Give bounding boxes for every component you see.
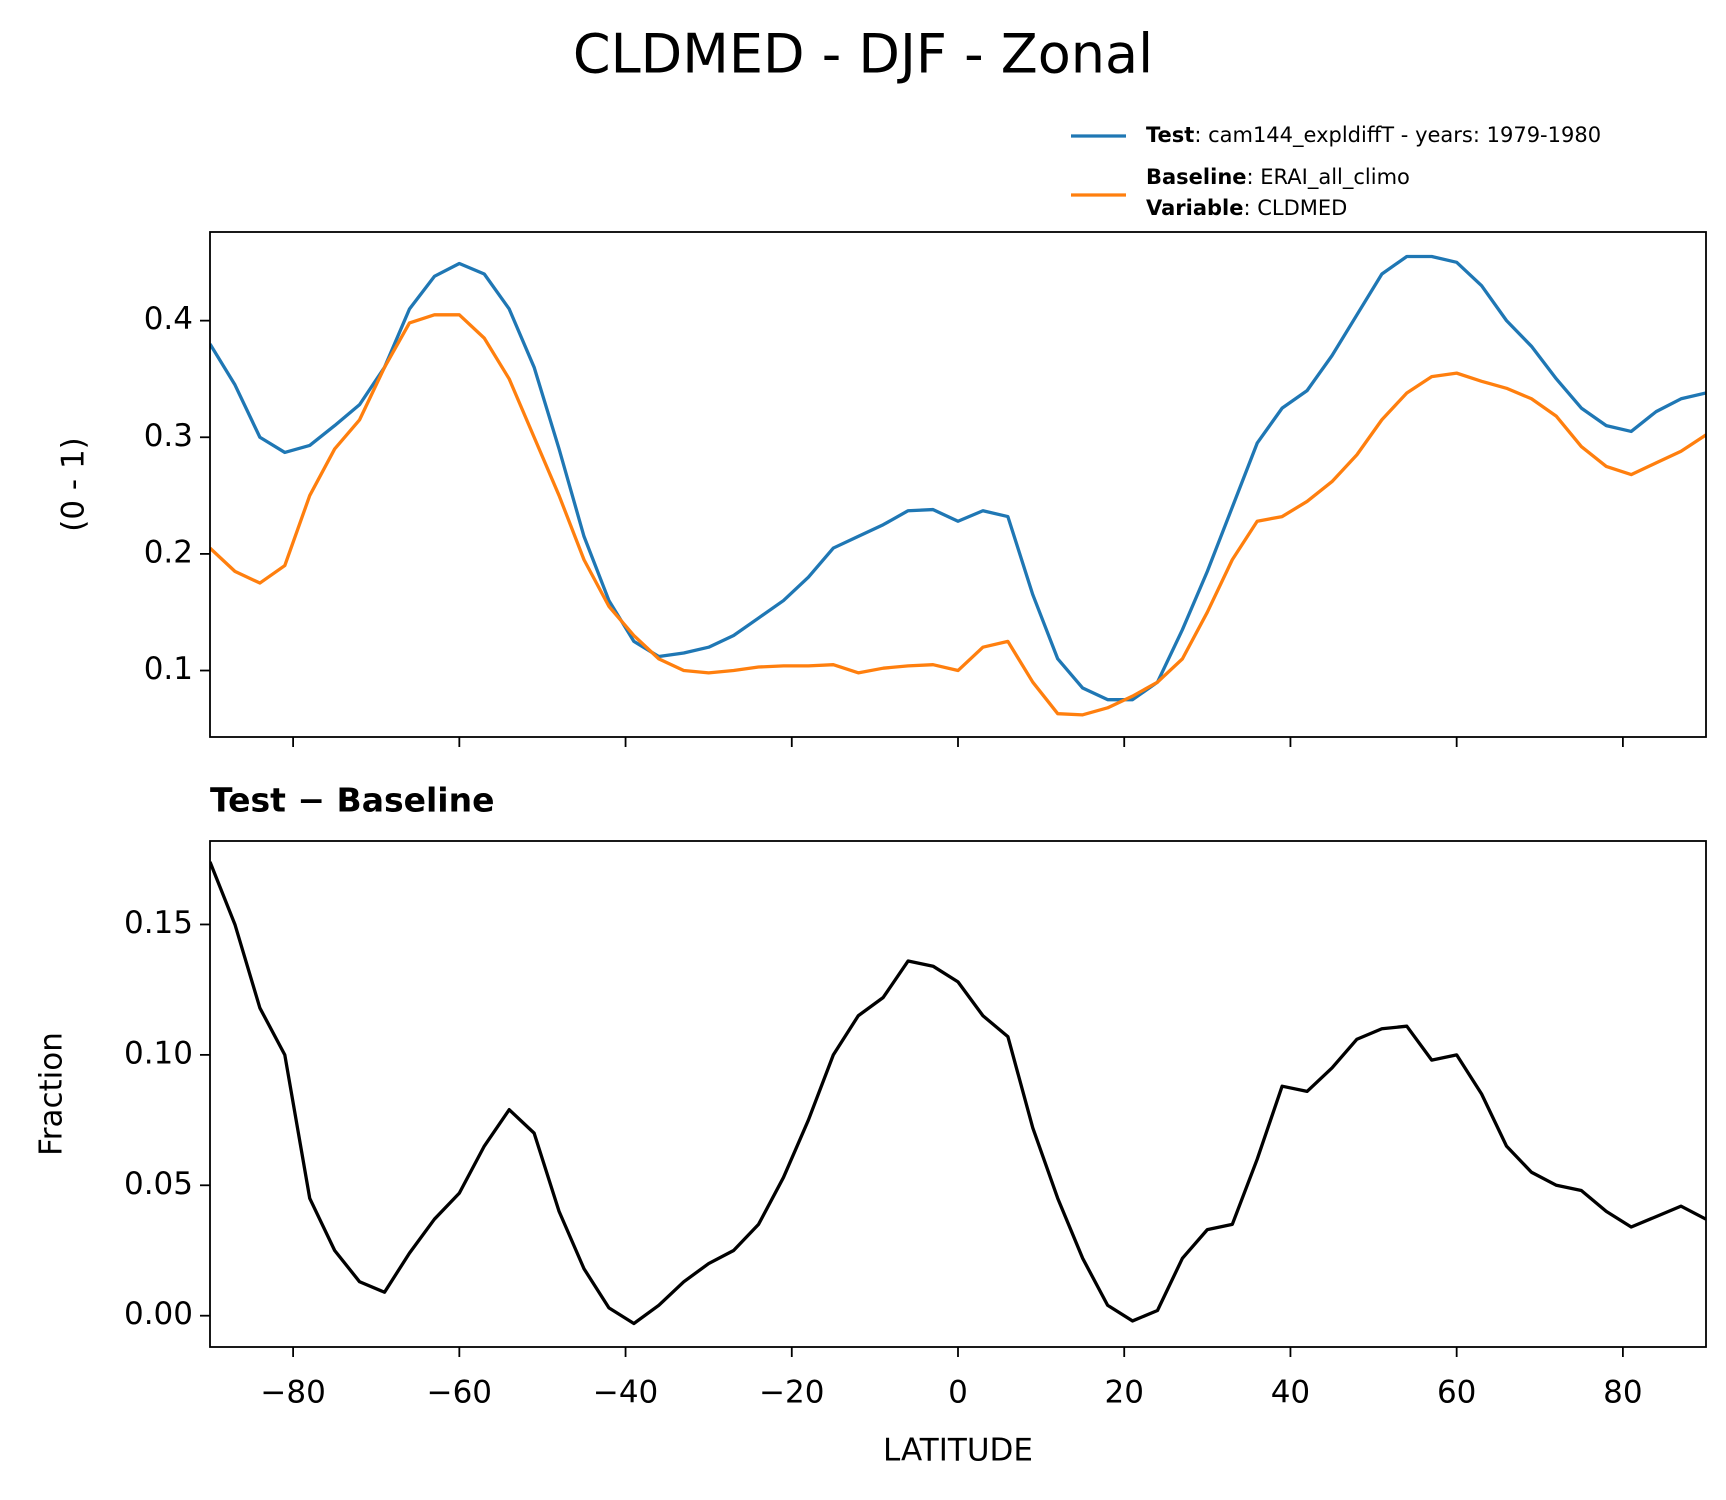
x-tick-label: 40 — [1271, 1375, 1310, 1411]
data-line — [210, 254, 1706, 702]
x-tick-label: −40 — [593, 1375, 658, 1411]
y-tick-label: 0.10 — [124, 1035, 193, 1071]
legend-name: Test — [1146, 123, 1194, 147]
axes-frame — [209, 840, 1707, 1348]
y-tick-label: 0.3 — [144, 418, 193, 454]
plot-area — [210, 254, 1706, 717]
legend-label: Test: cam144_expldiffT - years: 1979-198… — [1146, 123, 1601, 148]
x-tick-label: 60 — [1437, 1375, 1476, 1411]
x-tick-label: 20 — [1104, 1375, 1143, 1411]
legend-label: Baseline: ERAI_all_climo — [1146, 165, 1410, 190]
x-tick-label: −80 — [260, 1375, 325, 1411]
legend-text: : ERAI_all_climo — [1247, 165, 1410, 190]
y-tick-label: 0.05 — [124, 1166, 193, 1202]
x-axis-label: LATITUDE — [883, 1433, 1033, 1469]
legend-label: Variable: CLDMED — [1146, 196, 1347, 220]
x-tick-label: −60 — [427, 1375, 492, 1411]
y-tick-label: 0.2 — [144, 534, 193, 570]
panel-title: Test − Baseline — [210, 781, 495, 820]
data-line — [210, 313, 1706, 717]
legend-name: Baseline — [1146, 165, 1247, 189]
plot-area — [210, 861, 1706, 1326]
x-tick-label: 80 — [1603, 1375, 1642, 1411]
y-tick-label: 0.00 — [124, 1296, 193, 1332]
y-axis-label: (0 - 1) — [56, 437, 92, 532]
legend-name: Variable — [1146, 196, 1243, 220]
y-tick-label: 0.1 — [144, 651, 193, 687]
legend-text: : cam144_expldiffT - years: 1979-1980 — [1194, 123, 1601, 148]
y-tick-label: 0.15 — [124, 905, 193, 941]
legend-text: : CLDMED — [1243, 196, 1347, 220]
figure-title: CLDMED - DJF - Zonal — [573, 23, 1153, 86]
y-axis-label: Fraction — [34, 1032, 70, 1156]
x-tick-label: −20 — [759, 1375, 824, 1411]
axes-frame — [209, 231, 1707, 738]
x-tick-label: 0 — [948, 1375, 968, 1411]
y-tick-label: 0.4 — [144, 301, 193, 337]
data-line — [210, 861, 1706, 1326]
